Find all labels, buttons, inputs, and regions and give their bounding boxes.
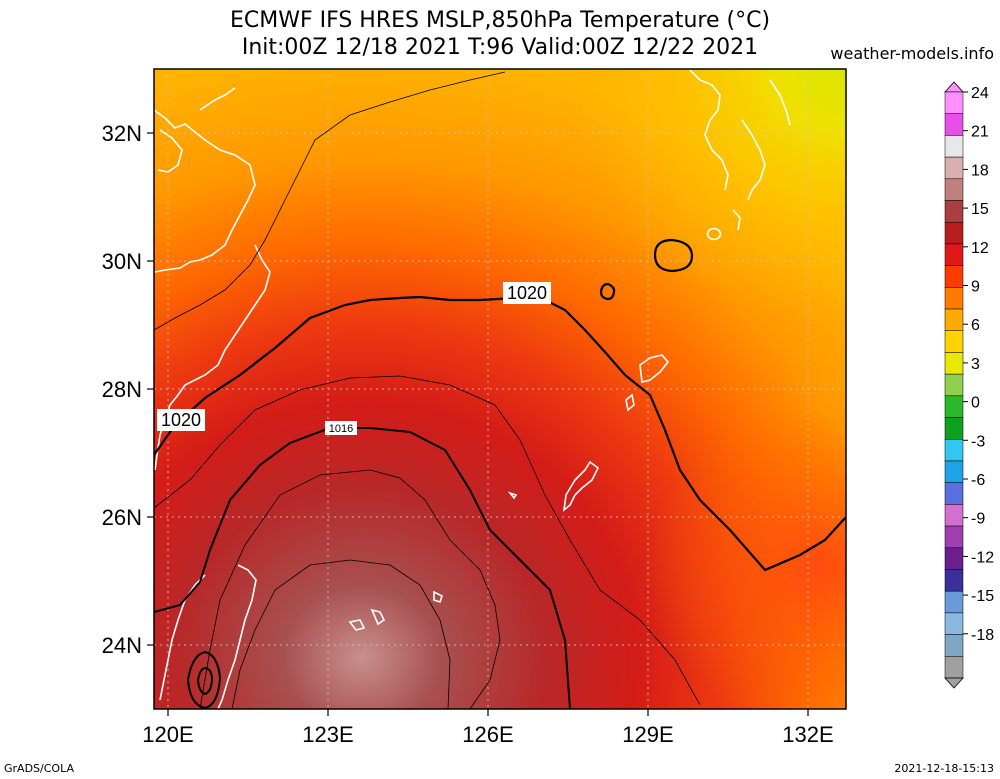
lat-lon-grid: [154, 69, 846, 709]
colorbar-label: -6: [971, 472, 985, 489]
colorbar-swatch: [944, 330, 964, 353]
colorbar-swatch: [944, 243, 964, 266]
low-center-inner: [196, 666, 214, 696]
colorbar-swatch: [944, 634, 964, 657]
lon-label-129e: 129E: [622, 722, 673, 747]
colorbar-swatch: [944, 460, 964, 483]
isobar-labels: 1020 1020 1016: [157, 282, 551, 435]
colorbar-label: 9: [971, 279, 980, 296]
colorbar-swatch: [944, 178, 964, 201]
colorbar-swatch: [944, 525, 964, 549]
lon-label-123e: 123E: [302, 722, 353, 747]
footer-software: GrADS/COLA: [4, 762, 74, 775]
colorbar: 24 21 18 15 12 9 6 3 0 -3 -6 -9 -12 -15 -18: [944, 81, 994, 689]
colorbar-swatch: [944, 656, 964, 679]
colorbar-label: -9: [971, 511, 985, 528]
colorbar-swatch: [944, 612, 964, 635]
colorbar-label: 3: [971, 356, 980, 373]
footer-timestamp: 2021-12-18-15:13: [894, 762, 994, 775]
lat-label-28n: 28N: [102, 377, 142, 402]
isobar-1012-thin: [231, 559, 451, 709]
lat-label-32n: 32N: [102, 121, 142, 146]
colorbar-swatch: [944, 91, 964, 114]
colorbar-swatch: [944, 308, 964, 331]
isobar-1016: [154, 427, 571, 709]
colorbar-label: -18: [971, 627, 994, 644]
colorbar-swatch: [944, 352, 964, 375]
chart-title-line2: Init:00Z 12/18 2021 T:96 Valid:00Z 12/22…: [241, 35, 759, 60]
lat-label-30n: 30N: [102, 249, 142, 274]
colorbar-swatch: [944, 395, 964, 418]
isobar-1014-thin: [199, 469, 501, 709]
colorbar-swatch: [944, 113, 964, 136]
colorbar-swatch: [944, 156, 964, 180]
low-center-outer: [186, 650, 222, 709]
colorbar-swatch: [944, 417, 964, 440]
colorbar-swatch: [944, 200, 964, 223]
colorbar-swatch: [944, 504, 964, 527]
colorbar-top-arrow: [944, 81, 964, 93]
colorbar-swatch: [944, 287, 964, 310]
isobar-label-1020-east: 1020: [507, 283, 547, 303]
lon-label-132e: 132E: [782, 722, 833, 747]
colorbar-swatch: [944, 569, 964, 592]
colorbar-swatch: [944, 221, 964, 245]
colorbar-label: 15: [971, 201, 989, 218]
colorbar-swatch: [944, 482, 964, 505]
colorbar-swatch: [944, 547, 964, 570]
isobar-1024-thin: [154, 71, 506, 331]
colorbar-label: 12: [971, 240, 989, 257]
chart-title-line1: ECMWF IFS HRES MSLP,850hPa Temperature (…: [229, 8, 771, 33]
colorbar-label: 18: [971, 162, 989, 179]
source-credit: weather-models.info: [830, 44, 994, 63]
colorbar-label: -15: [971, 588, 994, 605]
colorbar-swatch: [944, 373, 964, 397]
isobar-label-1020-west: 1020: [161, 410, 201, 430]
colorbar-swatch: [944, 265, 964, 288]
lon-label-126e: 126E: [462, 722, 513, 747]
high-cell-1: [653, 238, 694, 273]
isobar-label-1016: 1016: [329, 423, 353, 435]
colorbar-swatch: [944, 590, 964, 614]
colorbar-bottom-arrow: [944, 677, 964, 689]
colorbar-label: 6: [971, 317, 980, 334]
lon-label-120e: 120E: [142, 722, 193, 747]
colorbar-label: -3: [971, 433, 985, 450]
colorbar-swatch: [944, 439, 964, 462]
lat-label-26n: 26N: [102, 505, 142, 530]
high-cell-2: [599, 282, 616, 301]
colorbar-label: 21: [971, 124, 989, 141]
lat-label-24n: 24N: [102, 633, 142, 658]
colorbar-swatch: [944, 135, 964, 158]
colorbar-label: 0: [971, 395, 980, 412]
isobar-1018-thin: [154, 375, 701, 706]
colorbar-label: -12: [971, 549, 994, 566]
colorbar-label: 24: [971, 85, 989, 102]
